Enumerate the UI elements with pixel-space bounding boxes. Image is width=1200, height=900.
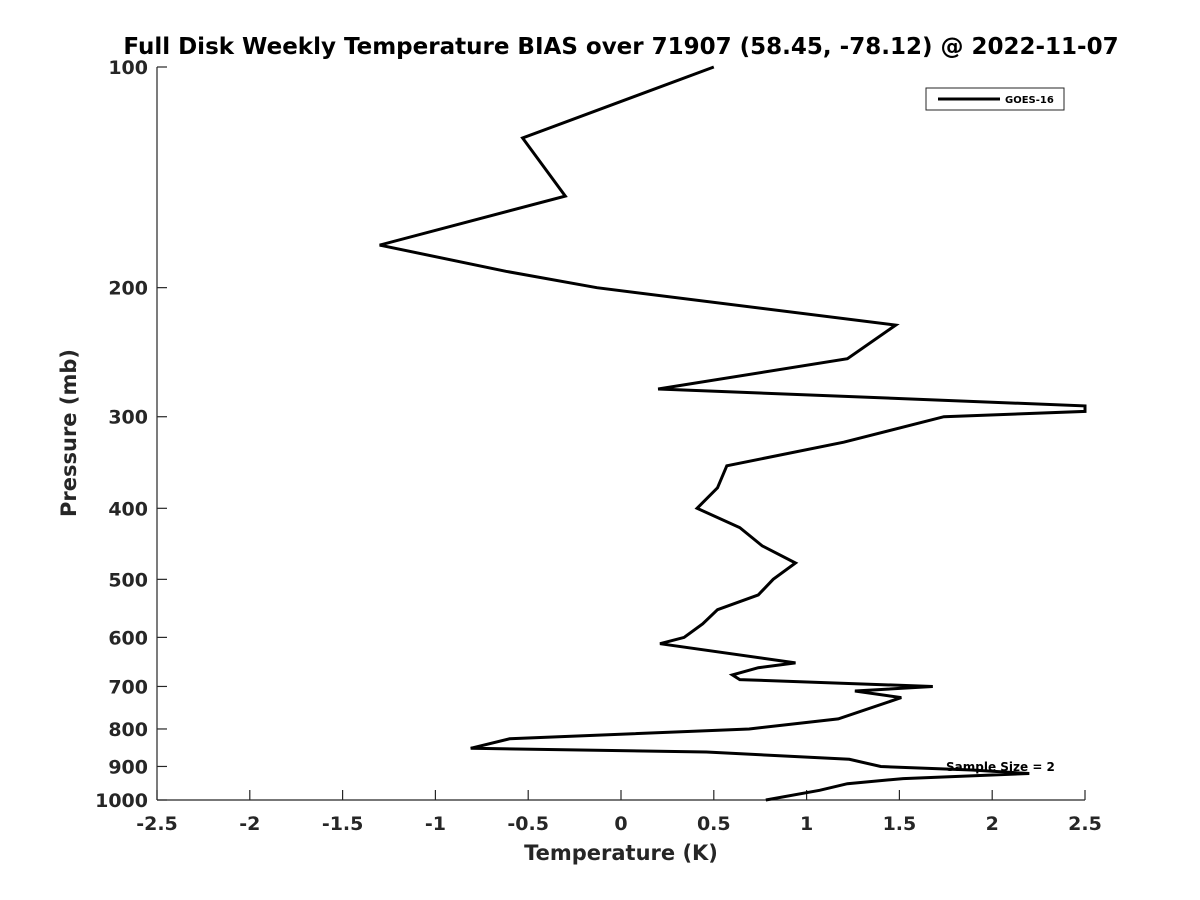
x-axis-ticks: -2.5 -2 -1.5 -1 -0.5 0 0.5 1 1.5 2 2.5: [136, 790, 1102, 835]
legend: GOES-16: [925, 87, 1065, 111]
y-tick-label: 900: [108, 756, 148, 778]
sample-size-annotation: Sample Size = 2: [946, 760, 1055, 774]
y-tick-label: 1000: [95, 790, 148, 812]
y-axis-label: Pressure (mb): [57, 349, 81, 517]
y-tick-label: 600: [108, 627, 148, 649]
x-tick-label: -0.5: [507, 813, 549, 835]
x-tick-label: 2: [986, 813, 999, 835]
chart-title: Full Disk Weekly Temperature BIAS over 7…: [123, 34, 1118, 60]
x-axis-label: Temperature (K): [524, 841, 718, 865]
y-tick-label: 100: [108, 57, 148, 79]
y-tick-label: 500: [108, 569, 148, 591]
x-tick-label: 1.5: [883, 813, 917, 835]
x-tick-label: -1.5: [322, 813, 364, 835]
y-tick-label: 300: [108, 407, 148, 429]
series-layer: [379, 65, 1087, 802]
x-tick-label: 2.5: [1068, 813, 1102, 835]
x-tick-label: -1: [425, 813, 446, 835]
x-tick-label: 1: [800, 813, 813, 835]
y-tick-label: 700: [108, 676, 148, 698]
x-tick-label: 0: [614, 813, 627, 835]
y-tick-label: 400: [108, 498, 148, 520]
y-axis-ticks: 100 200 300 400 500 600 700 800 900 1000: [95, 57, 167, 812]
y-tick-label: 800: [108, 719, 148, 741]
y-tick-label: 200: [108, 278, 148, 300]
plot-frame: [156, 67, 1085, 801]
series-line-goes-16: [379, 65, 1087, 802]
x-tick-label: 0.5: [697, 813, 731, 835]
x-tick-label: -2.5: [136, 813, 178, 835]
x-tick-label: -2: [239, 813, 260, 835]
legend-label-goes-16: GOES-16: [1005, 95, 1054, 106]
